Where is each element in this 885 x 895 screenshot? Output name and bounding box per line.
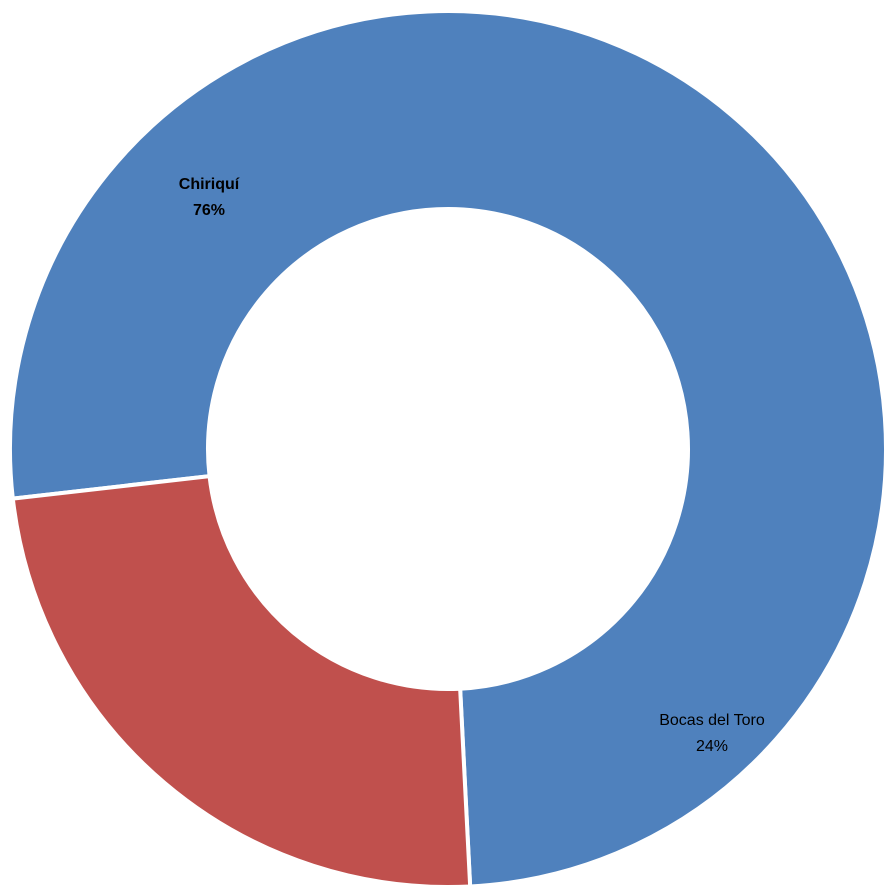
slice-label-name: Chiriquí xyxy=(179,176,240,193)
slices-group xyxy=(8,9,885,889)
labels-group: Chiriquí 76% Bocas del Toro 24% xyxy=(179,176,765,755)
slice-label-percent: 24% xyxy=(696,738,728,755)
slice-bocas-del-toro xyxy=(10,473,473,889)
slice-label-name: Bocas del Toro xyxy=(659,712,765,729)
slice-label-percent: 76% xyxy=(193,202,225,219)
slice-chiriqu- xyxy=(8,9,885,889)
